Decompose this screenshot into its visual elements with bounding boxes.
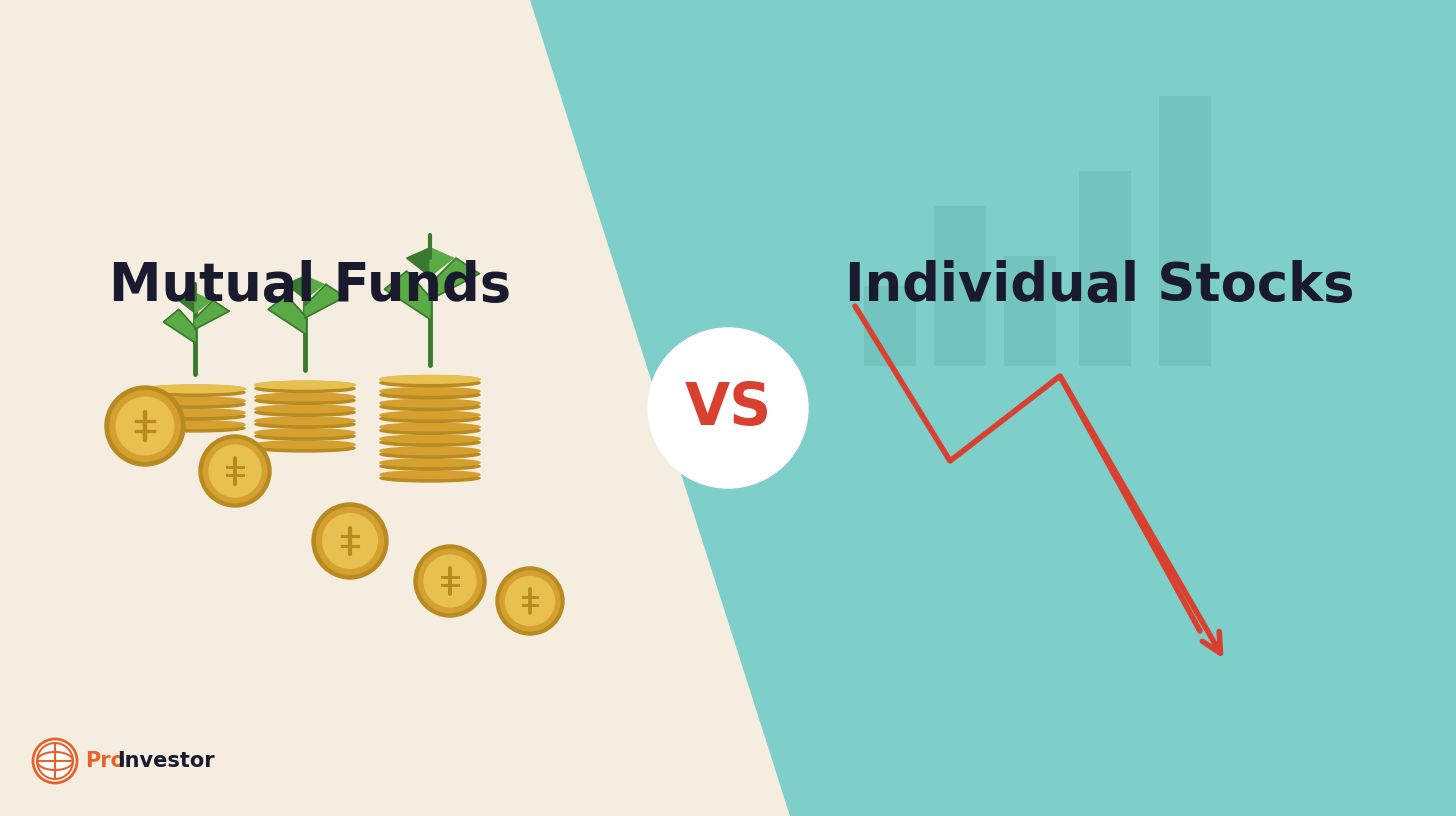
Bar: [1079, 171, 1131, 366]
Text: Individual Stocks: Individual Stocks: [846, 260, 1354, 312]
Circle shape: [414, 545, 486, 617]
Polygon shape: [195, 300, 229, 329]
Polygon shape: [430, 248, 453, 277]
Bar: [933, 206, 986, 366]
Ellipse shape: [380, 399, 480, 407]
Ellipse shape: [380, 447, 480, 455]
Text: Mutual Funds: Mutual Funds: [109, 260, 511, 312]
Circle shape: [424, 555, 476, 607]
Ellipse shape: [380, 474, 480, 482]
Ellipse shape: [380, 427, 480, 434]
Ellipse shape: [380, 450, 480, 458]
Polygon shape: [304, 284, 345, 318]
Ellipse shape: [255, 417, 355, 424]
Polygon shape: [304, 276, 323, 299]
Circle shape: [499, 571, 561, 631]
Circle shape: [505, 577, 555, 626]
Ellipse shape: [146, 385, 245, 392]
Ellipse shape: [255, 405, 355, 413]
Ellipse shape: [380, 411, 480, 419]
Ellipse shape: [380, 388, 480, 395]
Polygon shape: [195, 293, 211, 313]
Ellipse shape: [380, 375, 480, 384]
Polygon shape: [268, 295, 304, 334]
Circle shape: [204, 439, 266, 503]
Bar: [863, 286, 916, 366]
Circle shape: [323, 513, 377, 569]
Circle shape: [496, 567, 563, 635]
Circle shape: [418, 549, 482, 613]
Ellipse shape: [380, 471, 480, 478]
Ellipse shape: [146, 385, 245, 392]
Circle shape: [105, 386, 185, 466]
Ellipse shape: [380, 435, 480, 443]
Circle shape: [316, 508, 383, 574]
Ellipse shape: [146, 412, 245, 420]
Ellipse shape: [380, 403, 480, 410]
Ellipse shape: [255, 444, 355, 452]
Bar: [1005, 256, 1056, 366]
Polygon shape: [430, 258, 479, 299]
Ellipse shape: [146, 421, 245, 428]
Ellipse shape: [255, 441, 355, 449]
Ellipse shape: [255, 385, 355, 392]
Text: VS: VS: [684, 379, 772, 437]
Ellipse shape: [255, 393, 355, 401]
Circle shape: [210, 445, 261, 497]
Polygon shape: [530, 0, 1456, 816]
Circle shape: [312, 503, 387, 579]
Ellipse shape: [380, 415, 480, 423]
Circle shape: [109, 391, 181, 461]
Polygon shape: [384, 271, 430, 319]
Ellipse shape: [380, 438, 480, 446]
Ellipse shape: [255, 381, 355, 389]
Polygon shape: [285, 276, 304, 299]
Ellipse shape: [146, 401, 245, 408]
Ellipse shape: [255, 429, 355, 437]
Circle shape: [33, 739, 77, 783]
Text: Pro: Pro: [84, 751, 125, 771]
Ellipse shape: [255, 420, 355, 428]
Ellipse shape: [255, 409, 355, 416]
Circle shape: [648, 328, 808, 488]
Circle shape: [199, 435, 271, 507]
Bar: [1159, 96, 1211, 366]
Polygon shape: [406, 248, 430, 277]
Polygon shape: [179, 293, 195, 313]
Circle shape: [116, 397, 173, 455]
Ellipse shape: [146, 424, 245, 432]
Ellipse shape: [146, 409, 245, 416]
Ellipse shape: [380, 424, 480, 431]
Ellipse shape: [380, 391, 480, 399]
Ellipse shape: [380, 463, 480, 470]
Ellipse shape: [380, 459, 480, 467]
Ellipse shape: [255, 432, 355, 440]
Ellipse shape: [255, 397, 355, 405]
Ellipse shape: [146, 397, 245, 405]
Ellipse shape: [380, 379, 480, 387]
Ellipse shape: [380, 375, 480, 384]
Text: Investor: Investor: [116, 751, 214, 771]
Polygon shape: [163, 309, 195, 343]
Ellipse shape: [146, 388, 245, 397]
Ellipse shape: [255, 381, 355, 389]
